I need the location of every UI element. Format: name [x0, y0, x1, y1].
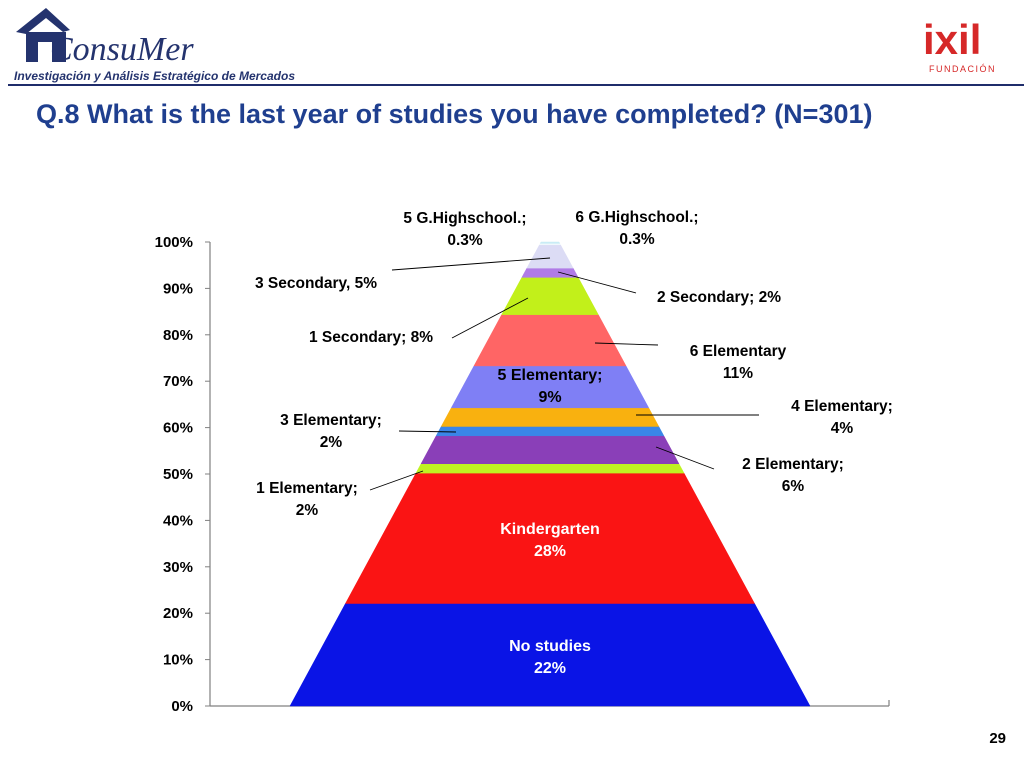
leader-line-1-elementary	[369, 470, 424, 491]
y-tick-label: 0%	[171, 698, 193, 715]
data-label-5-elementary: 9%	[538, 389, 561, 406]
segment-3-secondary	[526, 244, 574, 269]
data-label-no-studies: 22%	[534, 660, 566, 677]
data-label-1-secondary: 1 Secondary; 8%	[309, 329, 433, 346]
header-divider	[8, 84, 1024, 86]
segment-6-elementary	[473, 314, 627, 367]
consumer-logo: ConsuMer Investigación y Análisis Estrat…	[14, 8, 295, 83]
y-tick-label: 40%	[163, 512, 193, 529]
segment-4-elementary	[440, 407, 660, 427]
data-label-1-elementary: 1 Elementary;	[256, 480, 358, 497]
data-label-3-elementary: 3 Elementary;	[280, 412, 382, 429]
data-label-4-elementary: 4%	[831, 420, 854, 437]
data-label-3-secondary: 3 Secondary, 5%	[255, 275, 377, 292]
y-tick-label: 60%	[163, 420, 193, 437]
segment-2-secondary	[521, 267, 579, 278]
data-label-5-g-highschool: 5 G.Highschool.;	[403, 210, 526, 227]
brand-tagline: Investigación y Análisis Estratégico de …	[14, 69, 295, 83]
data-label-6-g-highschool: 0.3%	[619, 231, 655, 248]
data-label-3-elementary: 2%	[320, 434, 343, 451]
y-tick-label: 20%	[163, 605, 193, 622]
data-label-5-g-highschool: 0.3%	[447, 232, 483, 249]
data-label-6-elementary: 11%	[723, 365, 753, 382]
data-label-kindergarten: 28%	[534, 543, 566, 560]
data-label-1-elementary: 2%	[296, 502, 319, 519]
data-label-6-g-highschool: 6 G.Highschool.;	[575, 209, 698, 226]
y-tick-label: 90%	[163, 280, 193, 297]
segment-3-elementary	[435, 426, 665, 437]
segment-kindergarten	[345, 472, 755, 604]
data-label-kindergarten: Kindergarten	[500, 521, 600, 538]
y-tick-label: 100%	[155, 234, 193, 251]
data-label-6-elementary: 6 Elementary	[690, 343, 787, 360]
segment-2-elementary	[420, 435, 680, 465]
brand-name: ConsuMer	[50, 31, 194, 68]
data-label-4-elementary: 4 Elementary;	[791, 398, 893, 415]
slide-header: ConsuMer Investigación y Análisis Estrat…	[0, 0, 1024, 90]
segment-1-elementary	[415, 463, 685, 474]
leader-line-2-secondary	[557, 271, 637, 294]
slide-title: Q.8 What is the last year of studies you…	[36, 99, 873, 129]
data-label-2-secondary: 2 Secondary; 2%	[657, 289, 781, 306]
data-label-2-elementary: 2 Elementary;	[742, 456, 844, 473]
y-tick-label: 30%	[163, 559, 193, 576]
y-tick-label: 80%	[163, 327, 193, 344]
data-label-2-elementary: 6%	[782, 478, 805, 495]
leader-line-1-secondary	[451, 297, 529, 339]
data-label-5-elementary: 5 Elementary;	[498, 367, 603, 384]
y-tick-label: 50%	[163, 466, 193, 483]
leader-line-3-secondary	[391, 257, 551, 271]
segment-6-g-highschool	[539, 241, 561, 244]
leader-line-2-elementary	[655, 446, 715, 470]
roof-icon	[16, 8, 70, 34]
segment-1-secondary	[501, 277, 599, 315]
page-number: 29	[989, 730, 1006, 747]
partner-name: ixil	[923, 16, 981, 63]
partner-sub: FUNDACIÓN	[929, 64, 996, 74]
y-tick-label: 70%	[163, 373, 193, 390]
data-label-no-studies: No studies	[509, 638, 591, 655]
y-tick-label: 10%	[163, 652, 193, 669]
leader-line-3-elementary	[398, 430, 457, 433]
ixil-logo: ixil FUNDACIÓN	[923, 16, 996, 74]
leader-line-6-elementary	[594, 342, 659, 346]
